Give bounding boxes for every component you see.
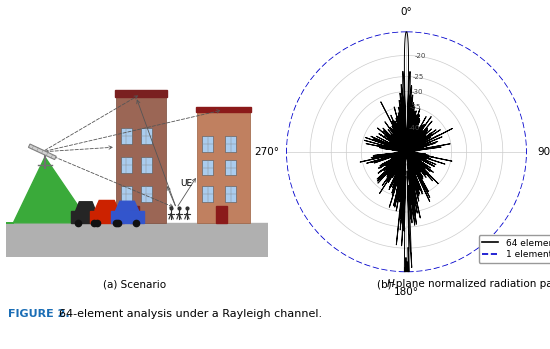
Text: (b): (b) (377, 279, 395, 289)
Text: -20: -20 (414, 53, 426, 59)
Polygon shape (72, 211, 100, 223)
Polygon shape (6, 223, 268, 257)
Polygon shape (225, 136, 236, 152)
Polygon shape (141, 128, 152, 144)
Polygon shape (202, 136, 213, 152)
Polygon shape (29, 144, 56, 159)
Polygon shape (6, 157, 90, 223)
Polygon shape (197, 112, 250, 223)
Text: (a) Scenario: (a) Scenario (103, 279, 166, 289)
Text: UE: UE (180, 179, 192, 188)
Polygon shape (116, 201, 139, 211)
Polygon shape (130, 206, 139, 223)
Polygon shape (141, 157, 152, 173)
Text: 64-element analysis under a Rayleigh channel.: 64-element analysis under a Rayleigh cha… (59, 309, 322, 319)
Polygon shape (95, 200, 119, 210)
Polygon shape (114, 90, 167, 97)
Text: -35: -35 (410, 104, 421, 110)
Polygon shape (225, 186, 236, 202)
Polygon shape (120, 128, 131, 144)
Polygon shape (216, 206, 227, 223)
Polygon shape (202, 160, 213, 176)
Polygon shape (120, 157, 131, 173)
Text: -plane normalized radiation pattern: -plane normalized radiation pattern (392, 279, 550, 289)
Legend: 64 elements, 1 element: 64 elements, 1 element (478, 235, 550, 263)
Polygon shape (90, 210, 124, 223)
Text: H: H (387, 279, 394, 289)
Text: -40: -40 (409, 125, 420, 131)
Polygon shape (202, 186, 213, 202)
Polygon shape (225, 160, 236, 176)
Text: FIGURE 2.: FIGURE 2. (8, 309, 70, 319)
Polygon shape (111, 211, 144, 223)
Text: -25: -25 (412, 74, 424, 80)
Polygon shape (196, 106, 251, 112)
Polygon shape (116, 97, 166, 223)
Polygon shape (120, 186, 131, 202)
Text: -30: -30 (411, 89, 423, 95)
Polygon shape (75, 202, 96, 211)
Polygon shape (141, 186, 152, 202)
